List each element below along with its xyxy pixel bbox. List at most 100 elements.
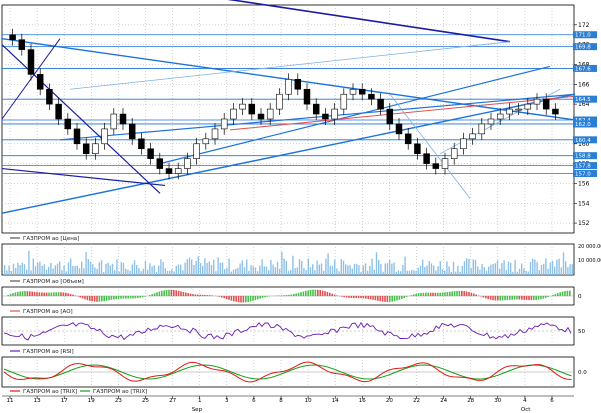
ao-bar: [163, 290, 165, 296]
ao-bar: [369, 296, 372, 300]
volume-bar: [6, 270, 8, 275]
volume-bar: [180, 264, 182, 275]
ao-bar: [333, 294, 336, 296]
volume-bar: [45, 269, 48, 275]
volume-bar: [301, 260, 303, 275]
volume-bar: [78, 268, 81, 275]
volume-bar: [133, 260, 136, 275]
ao-bar: [393, 296, 396, 302]
ao-bar: [559, 292, 561, 296]
date-tick-label: 11: [7, 398, 14, 404]
ao-bar: [156, 292, 158, 296]
volume-bar: [120, 262, 122, 275]
candle-body: [110, 113, 118, 130]
ao-bar: [192, 294, 194, 296]
candle-body: [266, 108, 274, 120]
volume-bar: [565, 261, 567, 275]
ao-bar: [449, 291, 451, 296]
volume-bar: [380, 264, 382, 275]
ao-bar: [345, 296, 348, 298]
ao-bar: [62, 292, 65, 296]
ao-bar: [401, 296, 403, 299]
volume-bar: [17, 262, 19, 275]
ao-bar: [458, 290, 461, 296]
volume-bar: [254, 267, 257, 275]
volume-bar: [567, 267, 569, 275]
candle-body: [441, 158, 449, 169]
volume-bar: [296, 267, 298, 275]
candle-body: [487, 118, 495, 125]
volume-bar: [191, 259, 193, 275]
volume-bar: [569, 264, 571, 275]
ao-bar: [14, 292, 17, 296]
volume-bar: [111, 263, 114, 275]
ao-bar: [305, 290, 307, 296]
volume-bar: [521, 263, 523, 275]
volume-bar: [155, 271, 158, 275]
volume-bar: [116, 259, 118, 275]
volume-bar: [21, 262, 23, 275]
volume-bar: [92, 264, 94, 275]
ao-bar: [444, 292, 446, 296]
candle-body: [450, 148, 458, 159]
volume-bar: [367, 270, 369, 275]
volume-bar: [571, 264, 573, 275]
ao-bar: [19, 291, 21, 296]
ao-bar: [254, 296, 257, 301]
volume-bar: [430, 263, 433, 275]
volume-bar: [65, 271, 67, 275]
volume-bar: [100, 260, 103, 275]
volume-bar: [202, 265, 204, 275]
ao-bar: [43, 292, 45, 296]
ao-bar: [211, 295, 213, 296]
candle-body: [414, 143, 421, 154]
volume-bar: [474, 259, 477, 275]
ao-bar: [187, 293, 189, 296]
volume-bar: [39, 261, 41, 275]
volume-bar: [382, 271, 384, 275]
candle-body: [230, 108, 237, 120]
ao-bar: [492, 296, 494, 301]
price-badge: [573, 162, 597, 170]
date-tick-label: 23: [115, 398, 122, 404]
volume-bar: [204, 258, 206, 275]
candle-body: [496, 113, 504, 120]
candle-body: [239, 103, 246, 110]
volume-bar: [441, 269, 444, 275]
date-tick-label: 24: [440, 398, 447, 404]
ao-bar: [65, 292, 67, 296]
ao-bar: [257, 296, 259, 300]
ao-bar: [149, 295, 151, 296]
volume-bar: [136, 265, 138, 275]
ao-bar: [434, 292, 437, 296]
ao-bar: [45, 292, 48, 296]
volume-bar: [347, 265, 349, 275]
ao-bar: [521, 296, 523, 300]
ao-bar: [228, 296, 230, 300]
volume-bar: [307, 258, 309, 275]
ao-bar: [165, 289, 168, 296]
volume-bar: [408, 270, 411, 275]
volume-bar: [12, 263, 15, 275]
volume-bar: [356, 263, 358, 275]
ao-bar: [319, 290, 321, 296]
volume-bar: [61, 270, 63, 275]
trend-line-rising-lower: [1, 93, 576, 214]
price-tick-label: 164: [578, 101, 590, 108]
price-badge: [573, 170, 597, 178]
volume-bar: [477, 266, 479, 275]
volume-bar: [351, 268, 353, 275]
ao-bar: [29, 291, 31, 296]
ao-bar: [141, 296, 144, 298]
ao-bar: [398, 296, 401, 300]
ao-bar: [278, 295, 281, 296]
volume-bar: [397, 270, 400, 275]
volume-bar: [257, 271, 259, 275]
volume-bar: [494, 263, 496, 275]
date-tick-label: 4: [523, 398, 527, 404]
price-badge-label: 167.6: [575, 66, 591, 72]
date-tick-label: 16: [359, 398, 366, 404]
candle-body: [156, 158, 164, 169]
volume-bar: [314, 270, 316, 275]
ao-bar: [115, 296, 117, 300]
